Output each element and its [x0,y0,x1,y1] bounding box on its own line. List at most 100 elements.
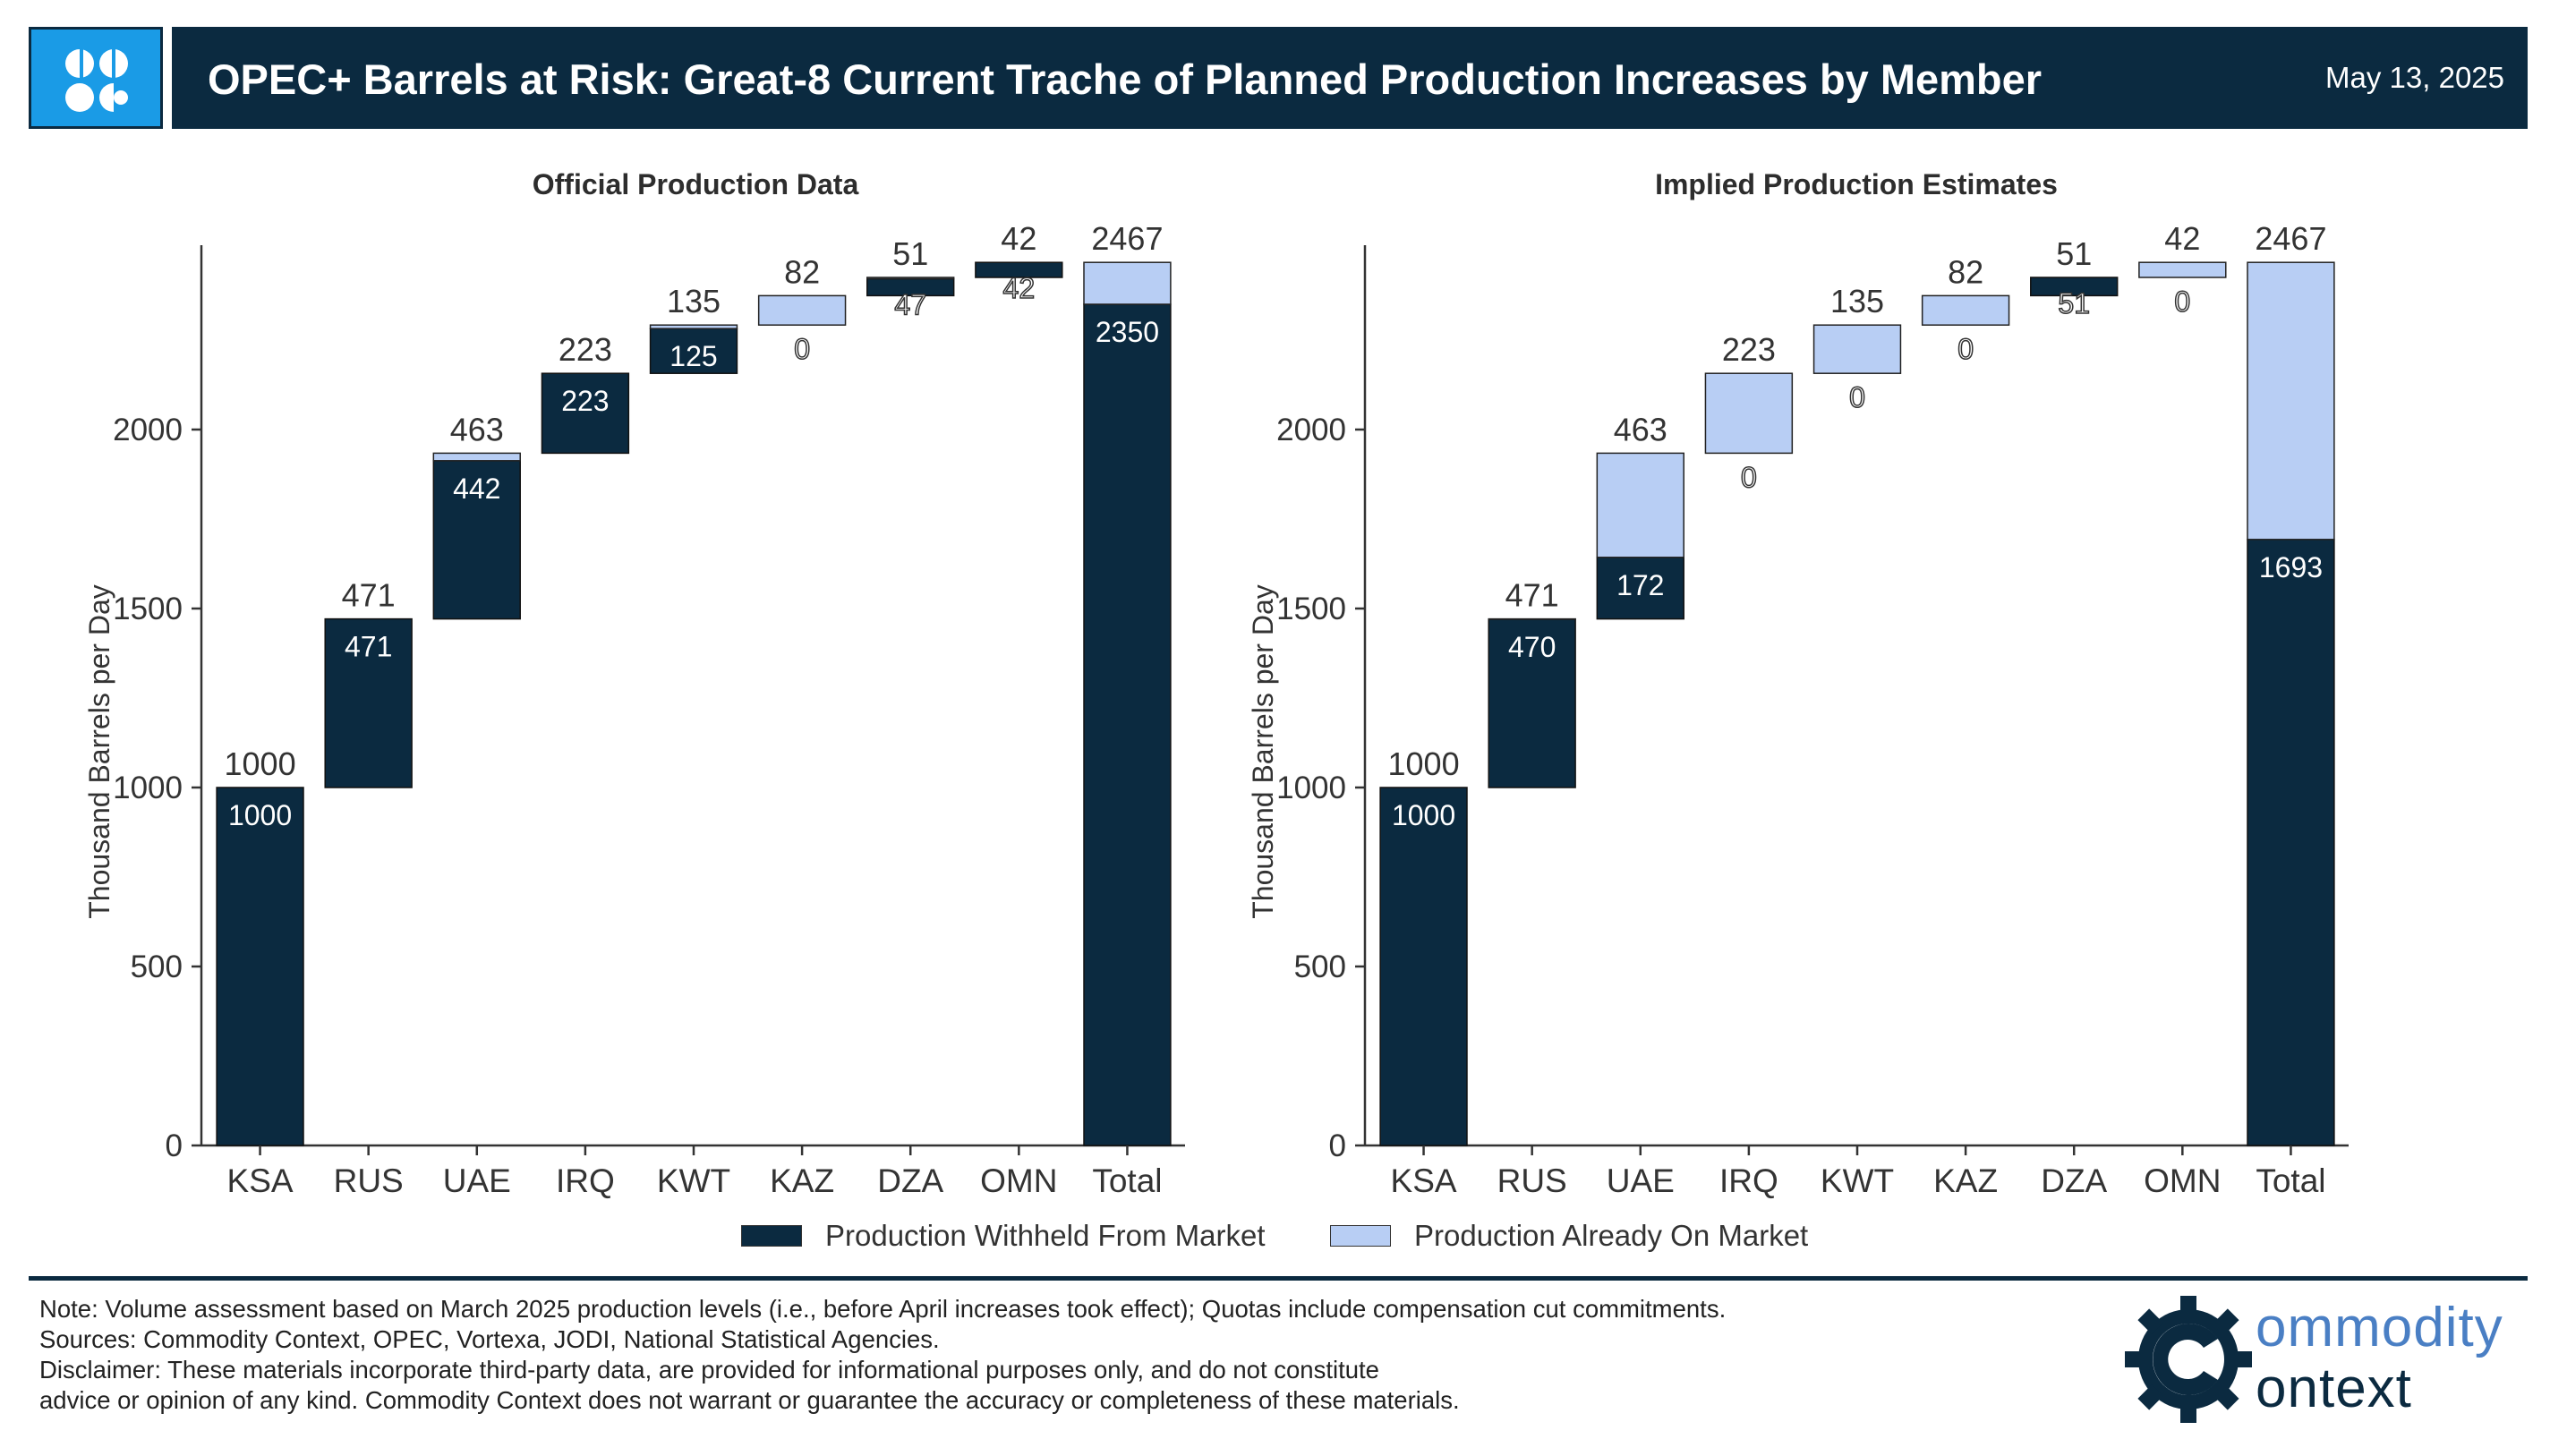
y-tick-label: 1500 [1276,592,1346,626]
bar-withheld [975,261,1063,278]
y-axis-label: Thousand Barrels per Day [83,584,115,919]
x-tick-label: KWT [1821,1162,1894,1199]
footer-note: Note: Volume assessment based on March 2… [39,1295,1727,1323]
brand-text-line-2: ontext [2256,1358,2412,1419]
x-tick-label: KSA [1391,1162,1457,1199]
bar-withheld-label: 0 [1741,461,1757,493]
legend-item-on-market: Production Already On Market [1330,1219,1808,1253]
y-tick-label: 1500 [113,592,183,626]
legend-item-withheld: Production Withheld From Market [741,1219,1266,1253]
bar-withheld-label: 172 [1616,569,1664,601]
bar-withheld [541,372,630,455]
bar-withheld [324,617,413,788]
bar-withheld-label: 0 [1849,381,1865,413]
bar-on-market [757,294,847,326]
legend: Production Withheld From Market Producti… [0,1219,2550,1264]
x-tick-label: KSA [227,1162,294,1199]
bar-total-label: 1000 [1388,745,1460,782]
bar-on-market [1812,324,1902,374]
bar-total-label: 471 [342,577,396,614]
bar-withheld [649,328,738,374]
bar-total-label: 463 [1614,411,1667,447]
x-tick-label: Total [2256,1162,2325,1199]
page-title: OPEC+ Barrels at Risk: Great-8 Current T… [208,55,2043,103]
x-tick-label: RUS [1497,1162,1567,1199]
opec-logo [29,27,163,129]
bar-total-label: 223 [559,331,612,368]
bar-withheld-label: 1693 [2259,551,2323,583]
x-tick-label: DZA [2041,1162,2107,1199]
bar-on-market [1083,261,1172,305]
x-tick-label: IRQ [556,1162,615,1199]
bar-withheld [1488,618,1576,788]
bar-withheld-label: 125 [669,340,717,372]
bar-withheld-label: 1000 [228,799,292,831]
bar-on-market [649,324,738,329]
bar-withheld-label: 442 [453,473,500,505]
bar-withheld-label: 470 [1508,631,1556,663]
y-tick-label: 0 [166,1128,183,1163]
bar-total-label: 223 [1722,331,1776,368]
y-axis-label: Thousand Barrels per Day [1247,584,1279,919]
footer-disclaimer-line-1: Disclaimer: These materials incorporate … [39,1356,1379,1384]
chart-title-implied: Implied Production Estimates [1655,168,2058,200]
bar-withheld [1083,303,1172,1146]
bar-withheld-label: 223 [561,385,609,417]
footer-notes: Note: Volume assessment based on March 2… [39,1294,1726,1416]
bar-on-market [1704,372,1794,455]
bar-withheld-label: 42 [1003,272,1036,304]
bar-total-label: 2467 [2255,220,2326,257]
chart-title-official: Official Production Data [532,168,859,200]
legend-swatch-on-market [1330,1225,1391,1247]
bar-withheld-label: 47 [894,289,926,321]
bar-withheld-label: 471 [345,631,392,663]
bar-total-label: 82 [1948,253,1983,290]
x-tick-label: KAZ [1933,1162,1998,1199]
gear-c-logo-icon [2125,1296,2252,1423]
commodity-context-logo: ommodity ontext [2121,1289,2515,1432]
bar-withheld [2247,539,2335,1146]
x-tick-label: UAE [1607,1162,1675,1199]
bar-on-market [866,277,955,280]
bar-withheld [1596,557,1684,620]
y-tick-label: 1000 [113,771,183,805]
bar-total-label: 2467 [1091,220,1163,257]
x-tick-label: DZA [877,1162,943,1199]
bar-withheld [1379,787,1468,1146]
x-tick-label: OMN [2144,1162,2221,1199]
bar-total-label: 51 [892,235,928,272]
x-tick-label: UAE [443,1162,511,1199]
bar-on-market [1921,294,2010,326]
bar-total-label: 51 [2056,235,2092,272]
y-tick-label: 0 [1329,1128,1346,1163]
bar-withheld [432,460,521,620]
legend-swatch-withheld [741,1225,802,1247]
bar-withheld [2030,277,2119,297]
x-tick-label: RUS [334,1162,404,1199]
bar-withheld-label: 0 [794,333,810,365]
legend-label-withheld: Production Withheld From Market [825,1219,1266,1252]
x-tick-label: IRQ [1719,1162,1778,1199]
x-tick-label: KAZ [770,1162,834,1199]
legend-label-on-market: Production Already On Market [1414,1219,1809,1252]
bar-withheld-label: 51 [2058,287,2090,319]
bar-total-label: 42 [2164,220,2200,257]
y-tick-label: 2000 [1276,413,1346,447]
footer-divider [29,1276,2528,1281]
report-date: May 13, 2025 [2325,61,2504,94]
bar-withheld-label: 0 [1957,333,1974,365]
header: OPEC+ Barrels at Risk: Great-8 Current T… [29,27,2528,129]
bar-withheld-label: 0 [2174,285,2190,318]
y-tick-label: 500 [131,949,183,984]
bar-withheld-label: 1000 [1392,799,1455,831]
bar-on-market [2247,261,2335,541]
bar-total-label: 463 [450,411,504,447]
y-tick-label: 500 [1294,949,1346,984]
bar-on-market [432,452,521,462]
bar-total-label: 135 [667,283,721,319]
bar-total-label: 135 [1830,283,1884,319]
brand-text-line-1: ommodity [2256,1297,2503,1358]
x-tick-label: KWT [657,1162,730,1199]
